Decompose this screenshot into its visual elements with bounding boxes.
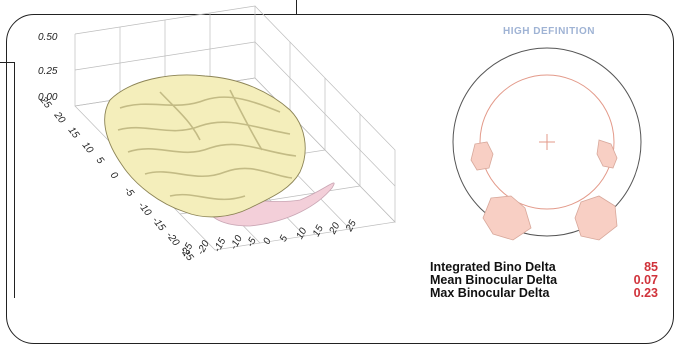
x-tick-label: -15 xyxy=(212,236,229,254)
x-tick-label: -5 xyxy=(245,236,259,249)
metric-label: Mean Binocular Delta xyxy=(430,273,558,287)
inner-boundary-circle xyxy=(479,74,615,210)
x-tick-label: -10 xyxy=(228,233,245,251)
map-title: HIGH DEFINITION xyxy=(503,26,595,37)
x-tick-label: 10 xyxy=(294,226,309,241)
frame-top-tick xyxy=(296,0,297,14)
metric-row-integrated: Integrated Bino Delta 85 xyxy=(430,261,658,274)
metric-row-max: Max Binocular Delta 0.23 xyxy=(430,287,658,300)
outer-boundary-circle xyxy=(452,47,642,237)
y-tick-label: -15 xyxy=(150,215,168,234)
center-crosshair xyxy=(539,134,555,150)
x-tick-label: 25 xyxy=(343,218,359,234)
x-tick-label: 5 xyxy=(278,233,291,243)
z-axis-ticks: 0.50 0.25 0.00 xyxy=(38,32,58,103)
x-tick-label: 20 xyxy=(327,221,343,237)
frame-left-edge xyxy=(14,62,15,298)
x-tick-label: 0 xyxy=(261,236,274,246)
y-tick-label: 10 xyxy=(80,140,96,156)
y-tick-label: -5 xyxy=(122,185,136,199)
y-tick-label: 0 xyxy=(108,170,120,182)
y-tick-label: -10 xyxy=(136,200,154,219)
x-tick-label: -20 xyxy=(195,238,212,256)
metric-value: 0.07 xyxy=(633,273,658,287)
z-tick-label: 0.00 xyxy=(38,92,58,103)
y-tick-label: 5 xyxy=(94,155,106,167)
z-tick-label: 0.25 xyxy=(38,66,58,77)
y-tick-label: 20 xyxy=(51,109,67,126)
delta-metrics: Integrated Bino Delta 85 Mean Binocular … xyxy=(430,261,658,300)
delta-regions xyxy=(470,139,618,241)
high-definition-map xyxy=(452,47,642,241)
x-tick-label: 15 xyxy=(311,223,326,238)
metric-label: Max Binocular Delta xyxy=(430,286,550,300)
x-axis-ticks: -25 -20 -15 -10 -5 0 5 10 15 20 25 xyxy=(179,218,359,259)
y-tick-label: 15 xyxy=(66,125,82,141)
y-tick-label: -20 xyxy=(164,230,182,249)
metric-label: Integrated Bino Delta xyxy=(430,260,556,274)
z-tick-label: 0.50 xyxy=(38,32,58,43)
metric-value: 85 xyxy=(644,260,658,274)
metric-value: 0.23 xyxy=(633,286,658,300)
metric-row-mean: Mean Binocular Delta 0.07 xyxy=(430,274,658,287)
upper-delta-surface xyxy=(104,74,306,218)
surface-plot-3d: 0.50 0.25 0.00 2520151050-5-10-15-20-25 … xyxy=(37,5,396,264)
frame-left-tab xyxy=(0,62,14,63)
